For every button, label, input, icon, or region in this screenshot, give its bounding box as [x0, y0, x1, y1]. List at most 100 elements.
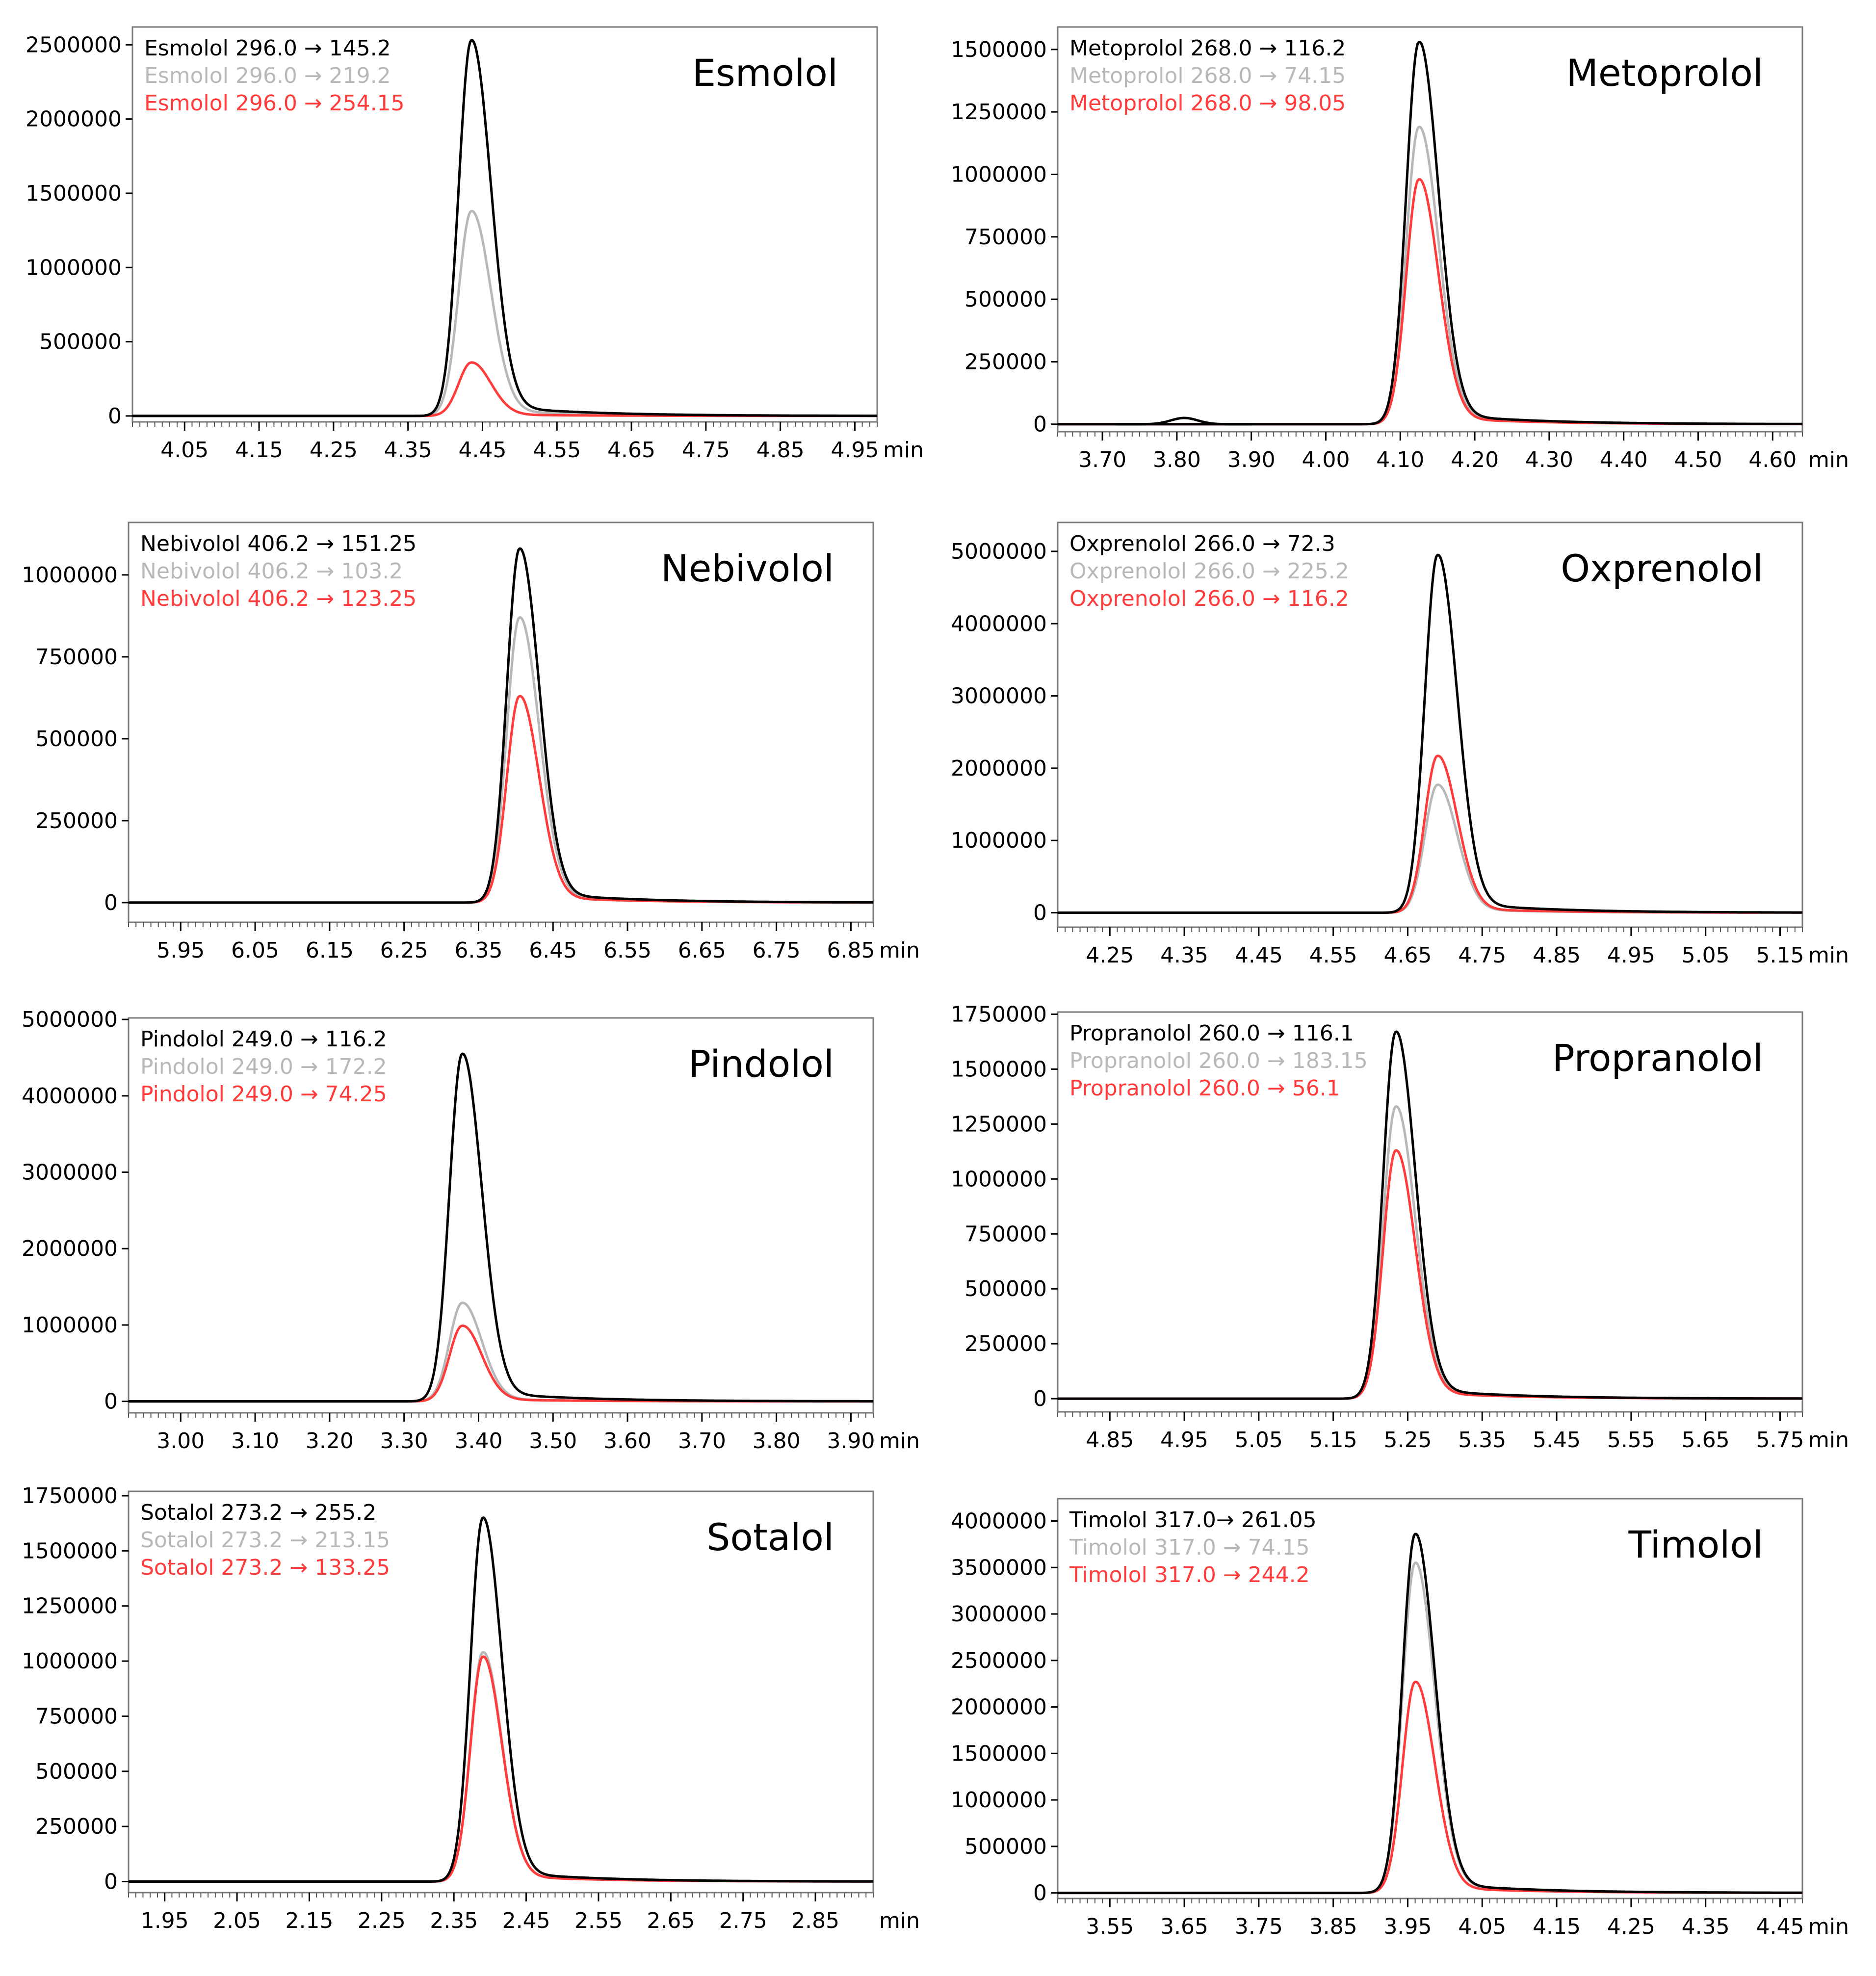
x-tick-label: 4.45 — [1756, 1914, 1804, 1939]
y-tick-label: 1250000 — [22, 1594, 118, 1619]
legend-entry-1: Nebivolol 406.2 → 151.25 — [140, 531, 417, 556]
x-tick-label: 4.55 — [533, 438, 581, 463]
x-tick-label: 2.45 — [502, 1908, 550, 1933]
y-tick-label: 0 — [104, 890, 118, 915]
series-line-2 — [1058, 783, 1802, 914]
legend-entry-2: Oxprenolol 266.0 → 225.2 — [1069, 559, 1349, 584]
x-tick-label: 4.15 — [235, 438, 283, 463]
y-tick-label: 1000000 — [22, 563, 118, 588]
x-tick-label: 3.85 — [1309, 1914, 1357, 1939]
x-tick-label: 4.95 — [831, 438, 879, 463]
y-tick-label: 1000000 — [951, 162, 1047, 187]
y-tick-label: 0 — [104, 1389, 118, 1414]
chart-panel-timolol: 0 500000 1000000 1500000 2000000 2500000 30000… — [951, 1498, 1849, 1939]
legend-entry-2: Timolol 317.0 → 74.15 — [1069, 1535, 1310, 1560]
legend-entry-2: Metoprolol 268.0 → 74.15 — [1069, 63, 1346, 88]
chart-title: Sotalol — [706, 1515, 834, 1559]
x-tick-label: 4.05 — [1458, 1914, 1506, 1939]
y-tick-label: 3000000 — [22, 1160, 118, 1185]
x-axis-label: min — [883, 438, 924, 463]
chart-panel-propranolol: 0 250000 500000 750000 1000000 1250000 1500000… — [951, 1002, 1849, 1453]
y-tick-label: 750000 — [964, 1222, 1047, 1247]
x-tick-label: 4.85 — [1086, 1428, 1134, 1453]
legend-entry-3: Nebivolol 406.2 → 123.25 — [140, 586, 417, 611]
legend-entry-3: Timolol 317.0 → 244.2 — [1069, 1562, 1310, 1587]
x-tick-label: 4.95 — [1160, 1428, 1208, 1453]
x-tick-label: 4.50 — [1674, 447, 1722, 472]
x-axis-label: min — [879, 938, 920, 963]
y-tick-label: 1000000 — [22, 1313, 118, 1338]
x-tick-label: 4.00 — [1302, 447, 1350, 472]
y-tick-label: 500000 — [964, 287, 1047, 312]
x-tick-label: 2.15 — [285, 1908, 333, 1933]
x-tick-label: 4.45 — [458, 438, 506, 463]
x-tick-label: 6.25 — [380, 938, 428, 963]
x-tick-label: 6.65 — [678, 938, 726, 963]
chart-title: Timolol — [1628, 1523, 1763, 1566]
y-tick-label: 500000 — [964, 1276, 1047, 1301]
y-tick-label: 0 — [1033, 901, 1047, 926]
y-tick-label: 4000000 — [951, 1508, 1047, 1534]
y-tick-label: 1000000 — [22, 1649, 118, 1674]
y-tick-label: 250000 — [35, 1814, 118, 1839]
series-line-1 — [129, 547, 873, 904]
x-tick-label: 3.70 — [1078, 447, 1126, 472]
x-tick-label: 2.35 — [430, 1908, 478, 1933]
x-tick-label: 3.10 — [231, 1429, 279, 1454]
x-tick-label: 5.65 — [1682, 1428, 1730, 1453]
y-tick-label: 0 — [108, 404, 122, 429]
chart-title: Esmolol — [692, 51, 838, 95]
x-tick-label: 2.55 — [574, 1908, 623, 1933]
x-tick-label: 2.25 — [358, 1908, 406, 1933]
legend-entry-3: Pindolol 249.0 → 74.25 — [140, 1082, 387, 1107]
x-tick-label: 4.55 — [1309, 943, 1357, 968]
y-tick-label: 250000 — [964, 349, 1047, 374]
series-line-3 — [1058, 178, 1802, 426]
y-tick-label: 2000000 — [951, 1695, 1047, 1720]
x-tick-label: 4.10 — [1376, 447, 1424, 472]
y-tick-label: 4000000 — [22, 1084, 118, 1109]
y-tick-label: 2000000 — [26, 107, 122, 132]
x-tick-label: 3.55 — [1086, 1914, 1134, 1939]
series-line-2 — [129, 616, 873, 904]
y-tick-label: 3000000 — [951, 1602, 1047, 1627]
x-tick-label: 3.20 — [306, 1429, 354, 1454]
series-line-2 — [1058, 1105, 1802, 1400]
x-tick-label: 4.75 — [682, 438, 730, 463]
y-tick-label: 1750000 — [951, 1002, 1047, 1027]
x-tick-label: 4.75 — [1458, 943, 1506, 968]
chart-panel-sotalol: 0 250000 500000 750000 1000000 1250000 1500000… — [22, 1483, 920, 1933]
x-tick-label: 5.75 — [1756, 1428, 1804, 1453]
x-tick-label: 5.05 — [1682, 943, 1730, 968]
legend-entry-1: Metoprolol 268.0 → 116.2 — [1069, 36, 1346, 61]
x-tick-label: 5.05 — [1235, 1428, 1283, 1453]
x-tick-label: 3.65 — [1160, 1914, 1208, 1939]
chart-title: Nebivolol — [661, 546, 834, 590]
x-tick-label: 5.35 — [1458, 1428, 1506, 1453]
x-axis-label: min — [1808, 1428, 1849, 1453]
chart-title: Metoprolol — [1566, 51, 1763, 95]
chart-panel-esmolol: 0 500000 1000000 1500000 2000000 2500000 4.05 4… — [26, 26, 924, 463]
legend-entry-1: Timolol 317.0→ 261.05 — [1069, 1508, 1317, 1533]
legend-entry-3: Esmolol 296.0 → 254.15 — [144, 91, 405, 116]
y-tick-label: 250000 — [964, 1331, 1047, 1356]
x-tick-label: 6.15 — [306, 938, 354, 963]
y-tick-label: 5000000 — [22, 1007, 118, 1032]
y-tick-label: 4000000 — [951, 611, 1047, 636]
series-line-1 — [1058, 1030, 1802, 1400]
x-tick-label: 4.15 — [1533, 1914, 1581, 1939]
x-tick-label: 4.20 — [1451, 447, 1499, 472]
y-tick-label: 1500000 — [951, 1741, 1047, 1766]
x-tick-label: 3.60 — [603, 1429, 651, 1454]
chart-title: Propranolol — [1552, 1036, 1763, 1080]
x-tick-label: 6.75 — [753, 938, 801, 963]
y-tick-label: 5000000 — [951, 539, 1047, 564]
legend-entry-3: Metoprolol 268.0 → 98.05 — [1069, 91, 1346, 116]
series-line-1 — [1058, 1533, 1802, 1895]
x-axis-label: min — [1808, 1914, 1849, 1939]
y-tick-label: 2000000 — [951, 756, 1047, 781]
x-tick-label: 3.80 — [1153, 447, 1201, 472]
x-tick-label: 6.45 — [529, 938, 577, 963]
series-line-3 — [1058, 754, 1802, 914]
y-tick-label: 0 — [1033, 412, 1047, 437]
